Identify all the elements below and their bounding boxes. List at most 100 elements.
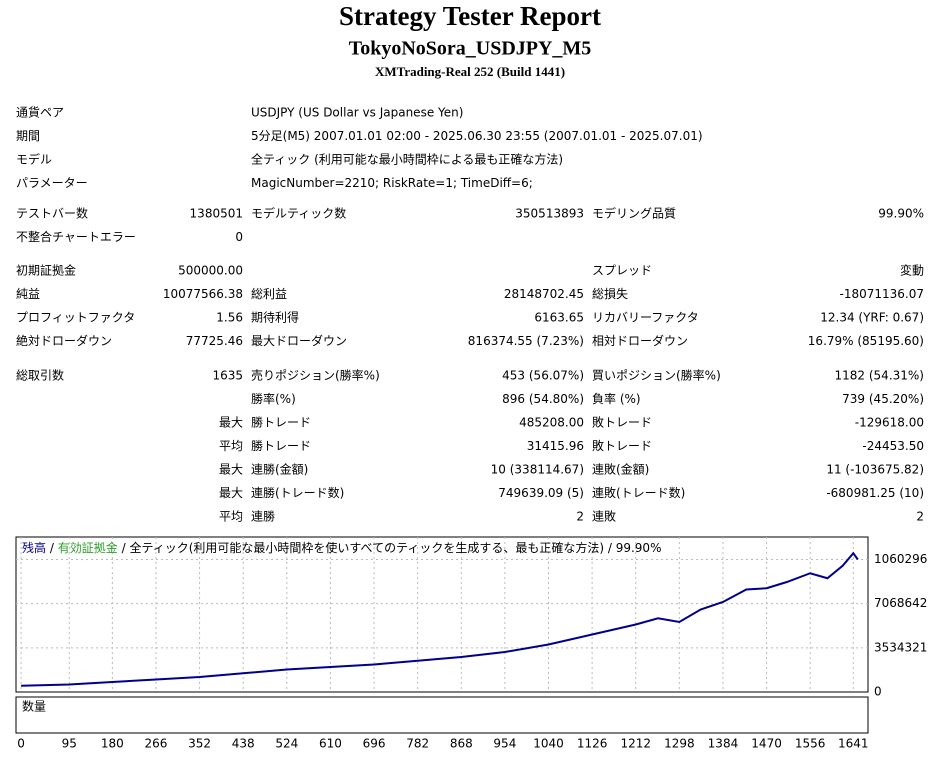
x-tick-label: 696 bbox=[363, 737, 386, 751]
stat-value: 28148702.45 bbox=[504, 287, 584, 301]
stat-label: 総取引数 bbox=[16, 368, 64, 383]
stat-label: 勝トレード bbox=[251, 415, 311, 430]
stat-label: 期待利得 bbox=[251, 310, 299, 325]
stat-value: 10077566.38 bbox=[163, 287, 243, 301]
stat-value: 816374.55 (7.23%) bbox=[468, 334, 584, 348]
stat-label: 不整合チャートエラー bbox=[16, 229, 136, 244]
x-tick-label: 1641 bbox=[838, 737, 869, 751]
x-tick-label: 95 bbox=[62, 737, 77, 751]
stat-value: 739 (45.20%) bbox=[842, 392, 924, 406]
stat-value: 最大 bbox=[219, 416, 243, 430]
stat-value: -129618.00 bbox=[855, 416, 924, 430]
stat-label: 相対ドローダウン bbox=[592, 333, 688, 348]
stat-value: 11 (-103675.82) bbox=[826, 463, 924, 477]
x-tick-label: 524 bbox=[275, 737, 298, 751]
stat-label: 総利益 bbox=[251, 287, 287, 301]
setting-value: USDJPY (US Dollar vs Japanese Yen) bbox=[251, 106, 463, 120]
x-tick-label: 1298 bbox=[664, 737, 695, 751]
setting-label: モデル bbox=[16, 152, 52, 167]
stat-label: モデリング品質 bbox=[592, 206, 676, 221]
stat-value: 0 bbox=[235, 230, 243, 244]
x-tick-label: 1126 bbox=[577, 737, 608, 751]
stat-label: 絶対ドローダウン bbox=[16, 333, 112, 348]
stat-value: 最大 bbox=[219, 486, 243, 500]
legend: 残高 / 有効証拠金 / 全ティック(利用可能な最小時間枠を使いすべてのティック… bbox=[22, 540, 661, 555]
x-tick-label: 0 bbox=[17, 737, 25, 751]
x-tick-label: 1470 bbox=[751, 737, 782, 751]
stat-value: 1182 (54.31%) bbox=[835, 369, 924, 383]
stat-value: -24453.50 bbox=[862, 439, 924, 453]
x-tick-label: 1040 bbox=[533, 737, 564, 751]
x-tick-label: 438 bbox=[232, 737, 255, 751]
stat-label: 連勝(金額) bbox=[251, 462, 308, 477]
server: XMTrading-Real 252 (Build 1441) bbox=[375, 64, 565, 79]
stat-value: 1635 bbox=[212, 369, 243, 383]
x-tick-label: 352 bbox=[188, 737, 211, 751]
stat-label: 連敗(トレード数) bbox=[592, 485, 685, 500]
equity-line bbox=[21, 551, 859, 687]
setting-label: パラメーター bbox=[16, 176, 88, 190]
stat-label: 最大ドローダウン bbox=[251, 333, 347, 348]
stat-label: 買いポジション(勝率%) bbox=[592, 368, 721, 383]
stat-value: 350513893 bbox=[515, 207, 584, 221]
setting-value: 全ティック (利用可能な最小時間枠による最も正確な方法) bbox=[251, 152, 563, 167]
stat-label: 連敗(金額) bbox=[592, 462, 649, 477]
stat-label: スプレッド bbox=[592, 264, 652, 278]
stat-value: 平均 bbox=[219, 510, 243, 524]
stat-label: 総損失 bbox=[592, 286, 628, 301]
stat-value: 10 (338114.67) bbox=[491, 463, 584, 477]
x-tick-label: 1384 bbox=[708, 737, 739, 751]
stat-label: 純益 bbox=[16, 287, 40, 301]
stat-label: モデルティック数 bbox=[251, 206, 346, 221]
stat-value: 99.90% bbox=[878, 207, 924, 221]
stat-value: 16.79% (85195.60) bbox=[808, 334, 924, 348]
volume-label: 数量 bbox=[22, 699, 46, 714]
setting-value: 5分足(M5) 2007.01.01 02:00 - 2025.06.30 23… bbox=[251, 129, 703, 143]
report-title: Strategy Tester Report bbox=[339, 1, 601, 31]
stat-value: 749639.09 (5) bbox=[498, 486, 584, 500]
x-tick-label: 266 bbox=[145, 737, 168, 751]
stat-label: リカバリーファクタ bbox=[592, 311, 699, 325]
stat-label: 負率 (%) bbox=[592, 391, 641, 406]
setting-label: 通貨ペア bbox=[16, 105, 64, 120]
report-subtitle: TokyoNoSora_USDJPY_M5 bbox=[349, 38, 592, 60]
y-tick-label: 3534321 bbox=[874, 640, 927, 654]
legend-entry: 残高 bbox=[22, 540, 46, 555]
setting-label: 期間 bbox=[16, 129, 40, 143]
x-tick-label: 1212 bbox=[620, 737, 651, 751]
x-tick-label: 782 bbox=[406, 737, 429, 751]
y-tick-label: 0 bbox=[874, 685, 882, 699]
chart-frame bbox=[15, 536, 869, 693]
stat-value: 1380501 bbox=[190, 207, 243, 221]
stat-label: 敗トレード bbox=[592, 415, 652, 430]
x-tick-label: 954 bbox=[493, 737, 516, 751]
stat-label: 連敗 bbox=[592, 509, 616, 524]
stat-value: 2 bbox=[576, 510, 584, 524]
x-tick-label: 610 bbox=[319, 737, 342, 751]
stat-value: 変動 bbox=[900, 263, 924, 278]
legend-separator: / bbox=[50, 541, 55, 555]
stat-value: 453 (56.07%) bbox=[502, 369, 584, 383]
stat-label: 初期証拠金 bbox=[16, 263, 76, 278]
y-tick-label: 7068642 bbox=[874, 596, 927, 610]
x-tick-label: 180 bbox=[101, 737, 124, 751]
stat-label: プロフィットファクタ bbox=[16, 311, 135, 325]
stat-value: 896 (54.80%) bbox=[502, 392, 584, 406]
stat-value: 平均 bbox=[219, 439, 243, 453]
stat-value: 77725.46 bbox=[186, 334, 243, 348]
stat-value: 1.56 bbox=[216, 311, 243, 325]
stat-value: 2 bbox=[916, 510, 924, 524]
stat-label: 連勝(トレード数) bbox=[251, 485, 344, 500]
x-tick-label: 1556 bbox=[795, 737, 826, 751]
legend-caption: 全ティック(利用可能な最小時間枠を使いすべてのティックを生成する、最も正確な方法… bbox=[129, 540, 661, 555]
stat-value: 12.34 (YRF: 0.67) bbox=[820, 311, 924, 325]
stat-label: 勝率(%) bbox=[251, 391, 296, 406]
y-tick-label: 1060296 bbox=[874, 552, 927, 566]
stat-label: 勝トレード bbox=[251, 438, 311, 453]
stat-label: 敗トレード bbox=[592, 438, 652, 453]
legend-separator: / bbox=[122, 541, 127, 555]
stat-value: 31415.96 bbox=[527, 439, 584, 453]
legend-entry: 有効証拠金 bbox=[58, 540, 118, 555]
stat-value: 6163.65 bbox=[534, 311, 584, 325]
